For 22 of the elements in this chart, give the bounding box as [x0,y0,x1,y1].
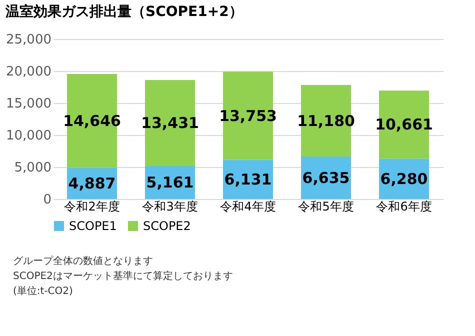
y-tick-label: 20,000 [6,64,52,80]
y-tick-label: 25,000 [6,32,52,48]
y-tick-label: 10,000 [6,128,52,144]
x-tick-label: 令和4年度 [220,200,276,214]
x-tick-label: 令和3年度 [142,200,198,214]
text: グループ全体の数値となります [13,255,153,267]
data-label: 6,131 [224,170,272,188]
legend-label: SCOPE1 [69,219,117,233]
x-tick-label: 令和5年度 [298,200,354,214]
data-label: 4,887 [68,174,116,192]
text: (単位:t-CO2) [13,285,74,297]
y-tick-label: 5,000 [14,160,52,176]
y-tick-label: 0 [43,192,52,208]
x-tick-label: 令和2年度 [64,200,120,214]
data-label: 6,635 [302,168,350,187]
y-tick-label: 15,000 [6,96,52,112]
data-label: 6,280 [380,170,428,188]
data-label: 5,161 [146,173,194,192]
x-tick-label: 令和6年度 [376,200,432,214]
legend-label: SCOPE2 [143,219,191,233]
chart-title: 温室効果ガス排出量（SCOPE1+2） [4,3,243,20]
text: SCOPE2はマーケット基準にて算定しております [13,270,233,282]
